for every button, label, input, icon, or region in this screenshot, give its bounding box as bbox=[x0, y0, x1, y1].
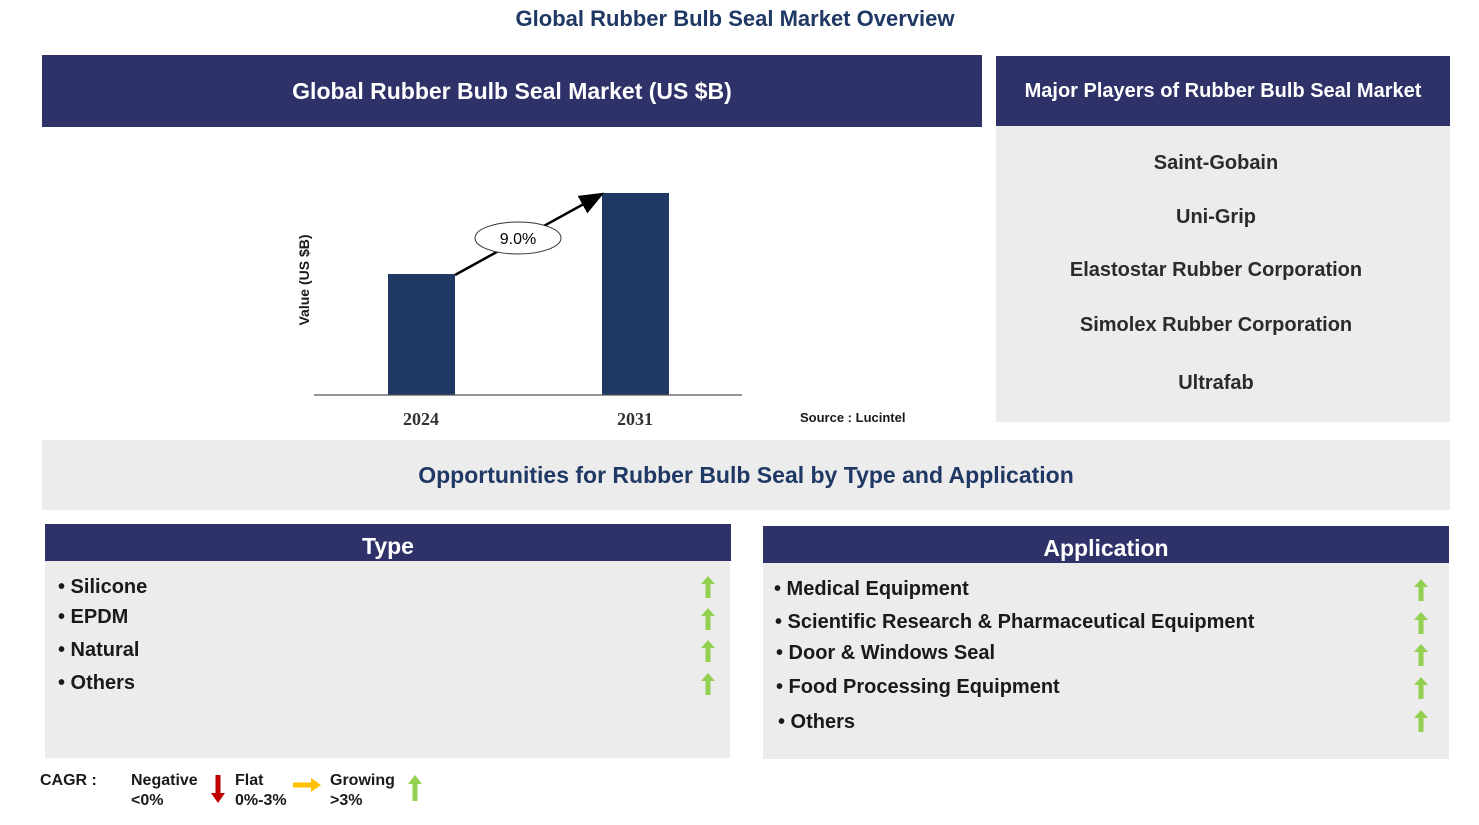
application-header: Application bbox=[763, 526, 1449, 563]
page-title: Global Rubber Bulb Seal Market Overview bbox=[515, 6, 955, 31]
player-item: Ultrafab bbox=[1178, 372, 1254, 394]
application-item: • Medical Equipment bbox=[774, 578, 969, 600]
growing-arrow-icon bbox=[701, 608, 715, 630]
type-header: Type bbox=[45, 524, 731, 561]
legend-label: CAGR : bbox=[40, 772, 97, 789]
x-tick-label-2024: 2024 bbox=[403, 409, 439, 429]
player-item: Saint-Gobain bbox=[1153, 152, 1279, 174]
down-arrow-icon bbox=[211, 775, 225, 803]
legend-growing-range: >3% bbox=[330, 792, 363, 809]
growing-arrow-icon bbox=[1414, 677, 1428, 699]
bar-2024 bbox=[388, 274, 455, 395]
application-item: • Door & Windows Seal bbox=[776, 642, 996, 664]
opportunities-title: Opportunities for Rubber Bulb Seal by Ty… bbox=[42, 440, 1450, 510]
type-item: • Silicone bbox=[58, 576, 148, 598]
application-panel: Application bbox=[763, 526, 1449, 563]
right-arrow-icon bbox=[293, 778, 321, 792]
type-panel: Type bbox=[45, 524, 731, 561]
legend-negative-name: Negative bbox=[131, 772, 198, 789]
legend-flat: Flat 0%-3% bbox=[235, 771, 287, 811]
cagr-label: 9.0% bbox=[500, 231, 536, 248]
growing-arrow-icon bbox=[1414, 710, 1428, 732]
players-list: Saint-Gobain Uni-Grip Elastostar Rubber … bbox=[996, 126, 1450, 422]
growing-arrow-icon bbox=[701, 576, 715, 598]
y-axis-label: Value (US $B) bbox=[296, 234, 312, 325]
application-list bbox=[763, 563, 1449, 759]
legend-negative-range: <0% bbox=[131, 792, 164, 809]
legend-negative: Negative <0% bbox=[131, 771, 198, 811]
legend-flat-range: 0%-3% bbox=[235, 792, 287, 809]
player-item: Uni-Grip bbox=[1176, 206, 1256, 228]
players-title: Major Players of Rubber Bulb Seal Market bbox=[996, 56, 1450, 126]
cagr-badge bbox=[474, 221, 562, 255]
type-item: • EPDM bbox=[58, 606, 129, 628]
player-item: Elastostar Rubber Corporation bbox=[1069, 259, 1363, 281]
application-item: • Scientific Research & Pharmaceutical E… bbox=[775, 611, 1255, 633]
player-item: Simolex Rubber Corporation bbox=[1079, 314, 1353, 336]
application-item: • Others bbox=[778, 711, 856, 733]
growing-arrow-icon bbox=[1414, 579, 1428, 601]
growing-arrow-icon bbox=[1414, 612, 1428, 634]
chart-title: Global Rubber Bulb Seal Market (US $B) bbox=[42, 55, 982, 127]
legend-growing: Growing >3% bbox=[330, 771, 395, 811]
type-list bbox=[45, 561, 730, 758]
x-tick-label-2031: 2031 bbox=[617, 409, 653, 429]
bar-2031 bbox=[602, 193, 669, 395]
legend-flat-name: Flat bbox=[235, 772, 264, 789]
application-item: • Food Processing Equipment bbox=[776, 676, 1060, 698]
growing-arrow-icon bbox=[701, 673, 715, 695]
growing-arrow-icon bbox=[701, 640, 715, 662]
up-arrow-icon bbox=[408, 775, 422, 801]
type-item: • Others bbox=[58, 672, 136, 694]
source-label: Source : Lucintel bbox=[800, 410, 905, 425]
growing-arrow-icon bbox=[1414, 644, 1428, 666]
legend-growing-name: Growing bbox=[330, 772, 395, 789]
type-item: • Natural bbox=[58, 639, 140, 661]
